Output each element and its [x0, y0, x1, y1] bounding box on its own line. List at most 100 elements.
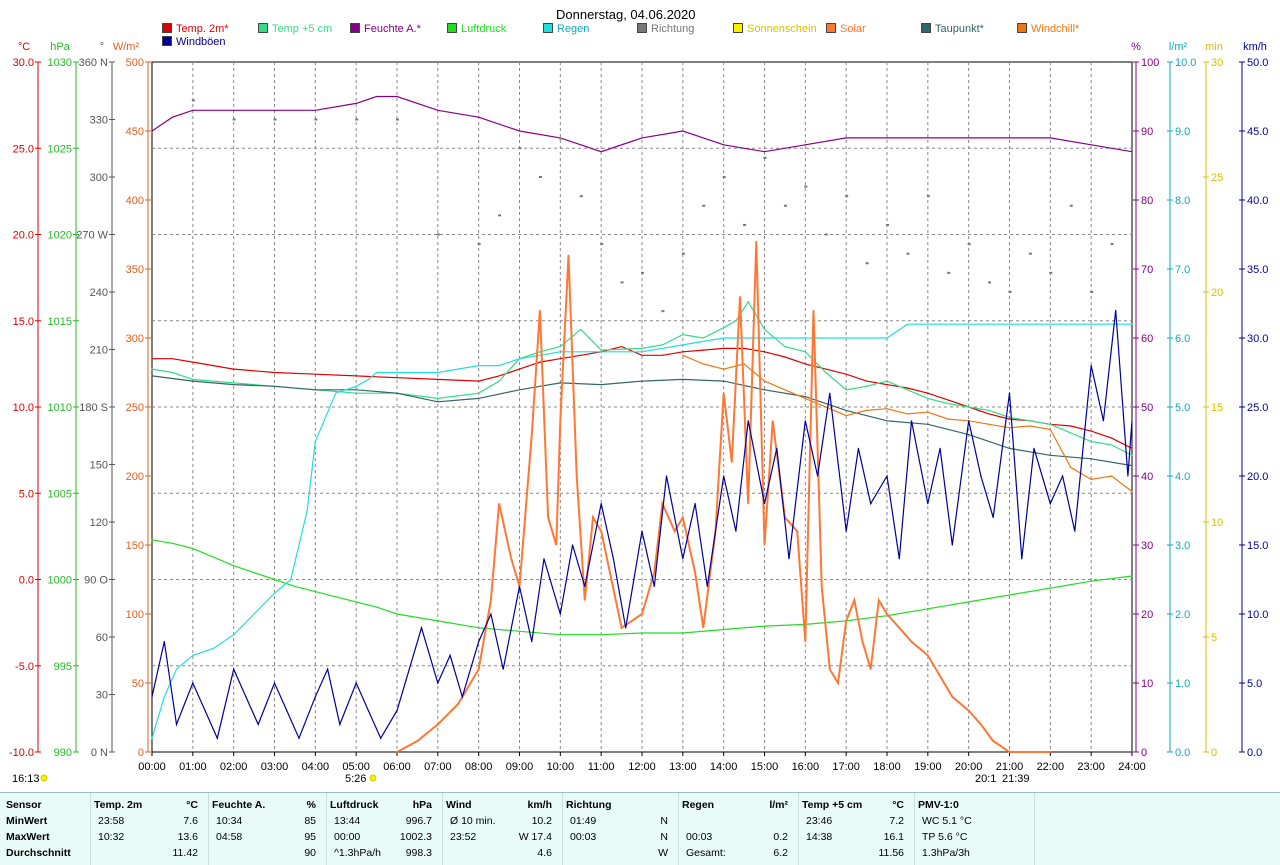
data-point: [232, 118, 236, 121]
legend-item: Luftdruck: [447, 23, 506, 35]
stats-cell-value: 85: [304, 815, 316, 827]
data-point: [498, 503, 500, 505]
data-point: [420, 627, 423, 629]
stats-cell-time: Durchschnitt: [6, 847, 71, 859]
data-point: [273, 592, 276, 594]
data-point: [273, 682, 276, 684]
humidity-axis-unit-label: %: [1131, 41, 1141, 53]
stats-cell-value: 996.7: [405, 815, 432, 827]
direction-axis-tick-label: 300: [90, 172, 108, 184]
data-point: [845, 137, 847, 139]
legend-swatch: [637, 23, 647, 33]
solar-axis-tick-label: 0: [138, 747, 144, 759]
data-point: [518, 630, 521, 632]
data-point: [273, 109, 276, 111]
data-point: [171, 371, 174, 374]
data-point: [988, 423, 990, 425]
sunset-time-label: 21:39: [1002, 773, 1030, 785]
data-point: [731, 461, 733, 463]
data-point: [735, 320, 737, 322]
data-point: [416, 616, 419, 619]
data-point: [233, 382, 235, 384]
data-point: [763, 503, 766, 505]
data-point: [853, 599, 855, 601]
data-point: [355, 385, 357, 387]
data-point: [396, 751, 398, 753]
data-point: [804, 397, 806, 399]
data-point: [355, 601, 357, 603]
data-point: [1069, 204, 1073, 207]
data-point: [641, 354, 643, 356]
stats-cell-time: TP 5.6 °C: [922, 831, 968, 843]
rain-axis-tick-label: 5.0: [1175, 402, 1190, 414]
temp-axis-tick-label: 15.0: [13, 316, 34, 328]
data-point: [898, 627, 900, 629]
data-point: [437, 397, 439, 399]
wind-axis-tick-label: 40.0: [1247, 195, 1268, 207]
time-tick-label: 20:00: [955, 761, 983, 773]
legend-label: Temp +5 cm: [272, 23, 333, 35]
data-point: [314, 440, 316, 443]
data-point: [927, 323, 929, 325]
data-point: [253, 613, 255, 615]
data-point: [1090, 323, 1092, 325]
solar-axis-tick-label: 300: [126, 333, 144, 345]
data-point: [723, 144, 725, 146]
data-point: [845, 337, 847, 339]
data-point: [763, 625, 766, 627]
legend-swatch: [162, 36, 172, 46]
data-point: [175, 723, 178, 726]
stats-cell-time: Ø 10 min.: [450, 815, 496, 827]
pressure-axis-tick-label: 995: [54, 661, 72, 673]
stats-column: [442, 793, 563, 865]
direction-axis-tick-label: 360 N: [79, 57, 108, 69]
data-point: [1070, 432, 1072, 434]
time-tick-label: 22:00: [1037, 761, 1065, 773]
legend-label: Sonnenschein: [747, 23, 817, 35]
data-point: [763, 389, 766, 391]
data-point: [783, 204, 787, 207]
data-point: [478, 627, 480, 629]
direction-axis-tick-label: 270 W: [76, 230, 108, 242]
time-tick-label: 00:00: [138, 761, 166, 773]
data-point: [1090, 478, 1092, 481]
data-point: [1029, 751, 1031, 753]
humidity-axis-tick-label: 50: [1141, 402, 1153, 414]
data-point: [1127, 475, 1129, 477]
wind-axis-tick-label: 5.0: [1247, 678, 1262, 690]
rain-axis-unit-label: l/m²: [1169, 41, 1188, 53]
time-tick-label: 06:00: [383, 761, 411, 773]
data-point: [1049, 423, 1051, 425]
data-point: [192, 380, 194, 382]
data-point: [396, 613, 398, 615]
data-point: [461, 696, 463, 698]
series-windb-en-line: [151, 310, 1133, 741]
temp-axis-unit-label: °C: [18, 41, 30, 53]
data-point: [706, 585, 708, 588]
data-point: [355, 389, 357, 391]
data-point: [449, 654, 451, 657]
stats-header: Temp. 2m: [94, 799, 143, 811]
data-point: [682, 354, 684, 356]
data-point: [478, 668, 480, 670]
direction-axis-tick-label: 210: [90, 345, 108, 357]
stats-cell-value: 90: [304, 847, 316, 859]
stats-cell-time: 00:03: [686, 831, 713, 843]
statistics-table: Sensor MinWert MaxWert Durchschnitt Temp. 2m…: [0, 792, 1280, 865]
direction-axis-tick-label: 90 O: [84, 575, 108, 587]
legend-item: Sonnenschein: [733, 23, 817, 35]
data-point: [968, 323, 970, 325]
data-point: [755, 240, 757, 242]
data-point: [171, 542, 174, 544]
data-point: [580, 354, 582, 356]
data-point: [723, 327, 725, 329]
rain-axis-tick-label: 10.0: [1175, 57, 1196, 69]
legend-label: Temp. 2m*: [176, 23, 229, 35]
data-point: [408, 668, 410, 670]
data-point: [531, 641, 533, 643]
time-tick-label: 02:00: [220, 761, 248, 773]
data-point: [518, 358, 521, 360]
direction-axis-tick-label: 60: [96, 632, 108, 644]
temp-axis-tick-label: -10.0: [9, 747, 34, 759]
data-point: [878, 599, 880, 601]
